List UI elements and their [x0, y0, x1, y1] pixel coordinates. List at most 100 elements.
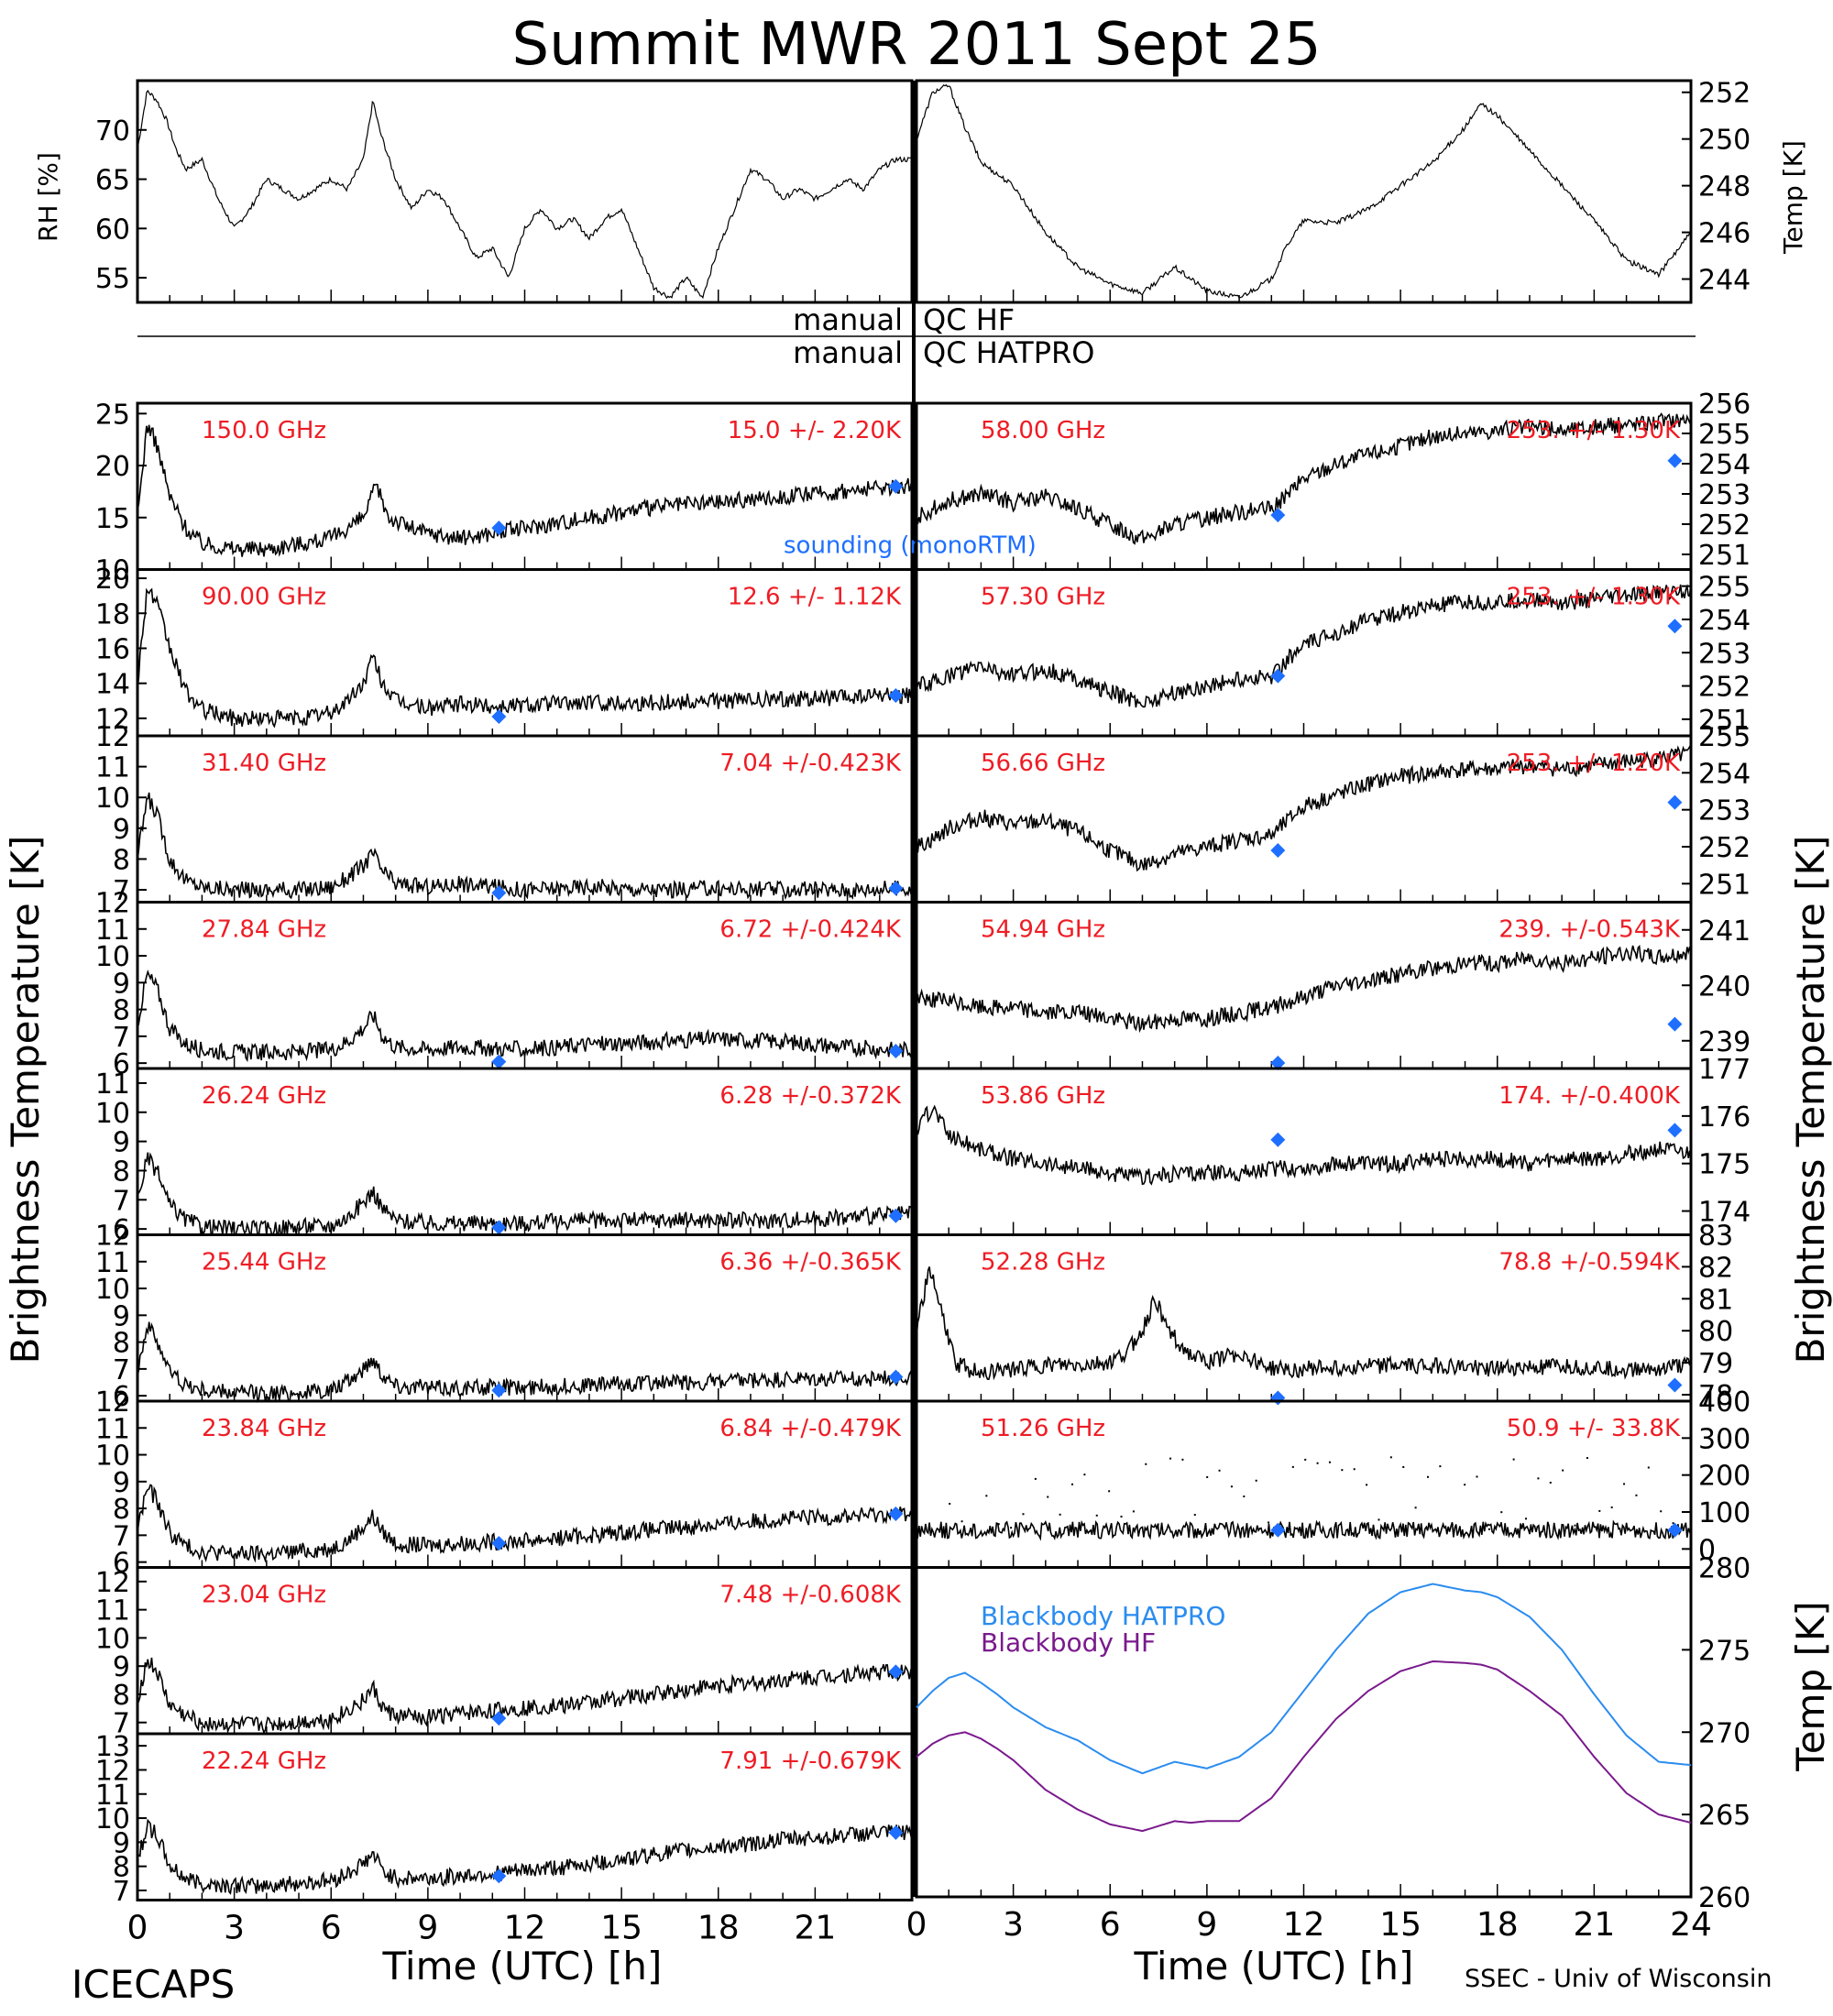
channel-stat: 50.9 +/- 33.8K [1507, 1415, 1681, 1442]
y-tick-label: 300 [1698, 1423, 1751, 1455]
y-tick-label: 0 [1698, 1534, 1716, 1566]
spike-point [1230, 1485, 1233, 1488]
y-tick-label: 78 [1698, 1380, 1733, 1412]
y-tick-label: 25 [95, 399, 130, 431]
spike-point [1095, 1514, 1098, 1517]
y-tick-label: 255 [1698, 419, 1751, 451]
spike-point [972, 1523, 975, 1526]
spike-point [1316, 1462, 1319, 1464]
y-tick-label: 10 [95, 555, 130, 587]
sounding-marker [888, 688, 904, 704]
trace-line [916, 83, 1692, 299]
y-tick-label: 82 [1698, 1252, 1733, 1284]
trace-line [916, 1266, 1692, 1381]
x-tick-label: 18 [697, 1910, 740, 1947]
x-tick-label: 12 [1283, 1906, 1325, 1944]
spike-point [1476, 1475, 1478, 1478]
sounding-marker [888, 1043, 904, 1058]
sounding-marker [491, 1711, 507, 1726]
spike-point [1464, 1484, 1466, 1486]
spike-point [1059, 1513, 1061, 1516]
y-tick-label: 10 [95, 1274, 130, 1306]
y-tick-label: 70 [95, 115, 130, 148]
y-tick-label: 81 [1698, 1284, 1733, 1316]
x-tick-label: 0 [906, 1906, 927, 1944]
spike-point [1512, 1458, 1515, 1461]
y-tick-label: 253 [1698, 638, 1751, 670]
channel-label: 25.44 GHz [202, 1249, 326, 1276]
sounding-marker [1270, 508, 1286, 523]
panel-temp: 244 246 248 250 252 [915, 78, 1751, 304]
channel-label: 26.24 GHz [202, 1082, 326, 1110]
spike-point [1328, 1461, 1331, 1463]
channel-stat: 6.28 +/-0.372K [719, 1082, 902, 1110]
channel-stat: 6.72 +/-0.424K [719, 916, 902, 944]
spike-point [1647, 1466, 1650, 1469]
trace-line [137, 1321, 913, 1404]
spike-point [1610, 1506, 1613, 1508]
panel-frame [136, 79, 914, 304]
sounding-marker [888, 1208, 904, 1223]
y-tick-label: 10 [95, 1623, 130, 1655]
qc-left-1: manual [793, 302, 903, 337]
y-tick-label: 9 [113, 968, 130, 1000]
y-tick-label: 12 [95, 1755, 130, 1787]
y-tick-label: 6 [113, 1214, 130, 1246]
channel-stat: 239. +/-0.543K [1498, 916, 1681, 944]
spike-point [1132, 1510, 1135, 1513]
sounding-marker [491, 885, 507, 901]
spike-point [1034, 1477, 1037, 1480]
sounding-marker [1270, 843, 1286, 859]
trace-line [137, 1818, 913, 1895]
spike-point [1022, 1513, 1025, 1516]
panel-53-86: 174 175 176 177 53.86 GHz 174. +/-0.400K [915, 1054, 1751, 1236]
footer-right: SSEC - Univ of Wisconsin [1465, 1965, 1772, 1993]
y-tick-label: 79 [1698, 1348, 1733, 1380]
y-tick-label: 80 [1698, 1316, 1733, 1348]
x-tick-label: 6 [321, 1910, 342, 1947]
y-tick-label: 251 [1698, 705, 1751, 737]
spike-point [949, 1503, 951, 1506]
x-tick-label: 12 [504, 1910, 546, 1947]
channel-stat: 78.8 +/-0.594K [1498, 1249, 1681, 1276]
panel-54-94: 239 240 241 54.94 GHz 239. +/-0.543K [915, 901, 1751, 1070]
y-tick-label: 9 [113, 1827, 130, 1859]
panel-rh: 55 60 65 70 [95, 79, 914, 304]
spike-point [1451, 1523, 1454, 1526]
spike-point [1537, 1477, 1540, 1480]
y-tick-label: 400 [1698, 1386, 1751, 1419]
sounding-label: sounding (monoRTM) [784, 532, 1037, 560]
tb-right-axis-title: Brightness Temperature [K] [1788, 836, 1833, 1364]
trace-line [137, 792, 913, 901]
channel-stat: 7.48 +/-0.608K [719, 1582, 902, 1609]
spike-point [1389, 1456, 1392, 1459]
channel-label: 22.24 GHz [202, 1748, 326, 1775]
y-tick-label: 11 [95, 915, 130, 947]
y-tick-label: 240 [1698, 970, 1751, 1003]
panel-150-0: 10 15 20 25 150.0 GHz 15.0 +/- 2.20K sounding … [95, 399, 1037, 586]
y-tick-label: 174 [1698, 1197, 1751, 1229]
sounding-marker [1667, 1377, 1683, 1393]
x-tick-label: 15 [1379, 1906, 1421, 1944]
y-tick-label: 11 [95, 1780, 130, 1812]
y-tick-label: 100 [1698, 1497, 1751, 1529]
channel-stat: 7.91 +/-0.679K [719, 1748, 902, 1775]
sounding-marker [491, 1868, 507, 1884]
spike-point [1181, 1458, 1184, 1461]
channel-label: 53.86 GHz [981, 1082, 1105, 1110]
y-tick-label: 254 [1698, 758, 1751, 790]
y-tick-label: 175 [1698, 1149, 1751, 1181]
spike-point [1487, 1528, 1490, 1530]
trace-line [137, 1484, 913, 1563]
y-tick-label: 11 [95, 1068, 130, 1101]
y-tick-label: 11 [95, 1595, 130, 1627]
y-tick-label: 9 [113, 1467, 130, 1499]
y-tick-label: 10 [95, 1098, 130, 1130]
spike-point [1402, 1465, 1405, 1468]
spike-point [1574, 1524, 1576, 1527]
trace-line [137, 1657, 913, 1735]
